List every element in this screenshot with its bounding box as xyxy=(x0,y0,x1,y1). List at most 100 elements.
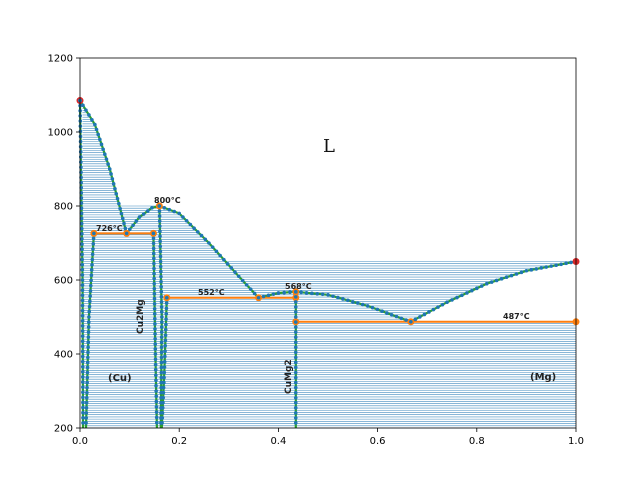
data-point xyxy=(79,196,84,200)
data-point xyxy=(84,400,89,405)
data-point xyxy=(81,103,85,108)
data-point xyxy=(256,295,261,300)
data-point xyxy=(162,365,167,369)
data-point xyxy=(293,370,298,375)
data-point xyxy=(122,221,126,226)
data-point xyxy=(162,375,166,380)
data-point xyxy=(86,335,91,339)
data-point xyxy=(84,411,89,415)
data-point xyxy=(159,305,164,309)
data-point xyxy=(86,340,91,345)
data-point xyxy=(80,308,85,313)
data-point xyxy=(80,303,85,308)
data-point xyxy=(549,264,553,268)
data-point xyxy=(460,293,464,298)
y-tick-label: 1200 xyxy=(48,54,73,65)
data-point xyxy=(418,315,422,319)
data-point xyxy=(154,378,158,383)
data-point xyxy=(78,129,83,134)
data-point xyxy=(157,204,162,208)
data-point xyxy=(80,288,85,293)
data-point xyxy=(163,327,168,332)
data-point xyxy=(86,355,90,360)
data-point xyxy=(80,252,84,257)
data-point xyxy=(159,269,163,274)
data-point xyxy=(210,245,215,249)
data-point xyxy=(84,108,88,112)
data-point xyxy=(88,289,93,293)
data-point xyxy=(261,294,266,299)
data-point xyxy=(79,216,84,221)
data-point xyxy=(479,284,484,288)
data-point xyxy=(494,278,499,283)
data-point xyxy=(98,137,102,142)
data-point xyxy=(153,327,157,331)
data-point xyxy=(137,215,142,219)
boundary-line xyxy=(79,100,128,234)
data-point xyxy=(85,370,90,375)
data-point xyxy=(470,288,474,293)
data-point xyxy=(164,301,169,305)
data-point xyxy=(145,209,150,213)
data-point xyxy=(225,262,230,266)
x-tick-label: 0.2 xyxy=(171,436,187,447)
data-point xyxy=(509,273,514,278)
data-point xyxy=(80,267,85,272)
data-point xyxy=(151,251,156,256)
data-point xyxy=(153,347,158,351)
data-point xyxy=(159,345,164,350)
data-point xyxy=(304,291,309,295)
data-point xyxy=(86,330,91,334)
data-point xyxy=(153,337,157,341)
data-point xyxy=(293,395,298,400)
data-point xyxy=(159,300,164,304)
data-point xyxy=(81,415,85,420)
data-point xyxy=(80,247,84,252)
data-point xyxy=(514,272,519,276)
data-point xyxy=(157,209,162,213)
data-point xyxy=(276,291,281,295)
data-point xyxy=(293,290,298,294)
data-point xyxy=(293,411,298,415)
data-point xyxy=(78,144,83,149)
data-point xyxy=(158,229,162,234)
data-point xyxy=(164,311,169,316)
data-point xyxy=(450,298,454,302)
data-point xyxy=(360,302,365,307)
data-point xyxy=(117,201,121,206)
data-point xyxy=(163,333,168,337)
data-point xyxy=(103,152,107,156)
data-point xyxy=(152,266,156,271)
data-point xyxy=(236,274,241,279)
data-point xyxy=(293,406,298,410)
data-point xyxy=(252,291,257,296)
data-point xyxy=(152,276,156,281)
data-point xyxy=(79,160,83,164)
data-point xyxy=(80,257,84,262)
data-point xyxy=(80,262,85,267)
data-point xyxy=(86,320,91,324)
data-point xyxy=(266,293,271,298)
data-point xyxy=(134,219,139,223)
data-point xyxy=(233,270,237,274)
data-point xyxy=(159,284,163,289)
y-tick-label: 1000 xyxy=(48,128,73,139)
data-point xyxy=(79,206,84,211)
data-point xyxy=(87,113,91,117)
data-point xyxy=(154,399,159,404)
data-point xyxy=(244,283,249,287)
data-point xyxy=(320,292,325,297)
data-point xyxy=(152,286,157,291)
data-point xyxy=(159,274,163,279)
mg-solid-label: (Mg) xyxy=(530,372,556,383)
data-point xyxy=(375,307,380,312)
data-point xyxy=(293,385,298,390)
data-point xyxy=(539,266,544,270)
data-point xyxy=(80,359,85,364)
data-point xyxy=(85,385,89,390)
data-point xyxy=(84,421,88,425)
data-point xyxy=(160,416,165,420)
data-point xyxy=(336,295,340,300)
data-point xyxy=(78,139,83,144)
data-point xyxy=(188,222,193,227)
